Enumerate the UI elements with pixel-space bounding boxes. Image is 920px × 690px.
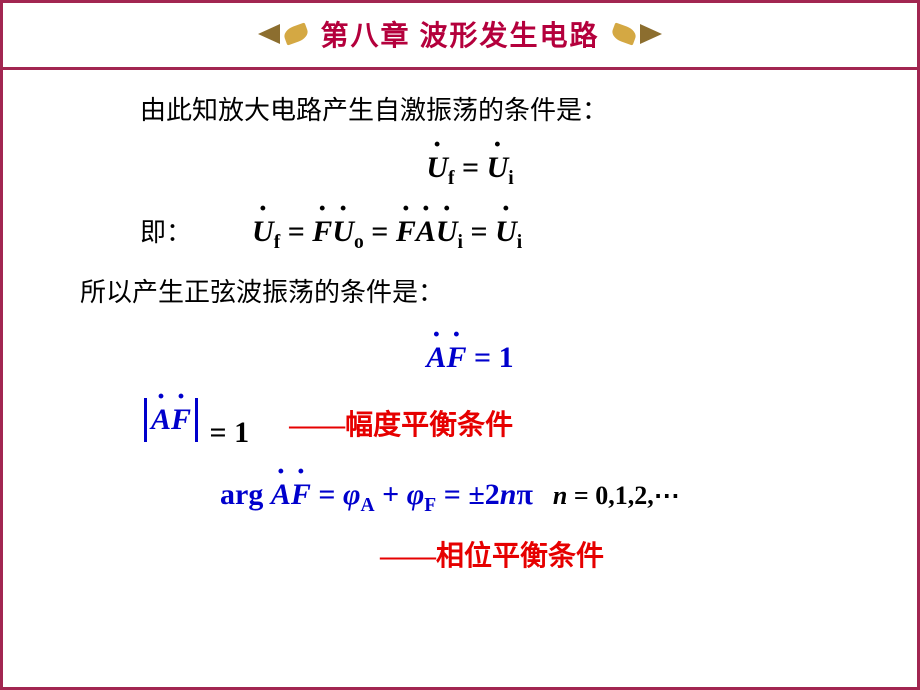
arrow-left-icon <box>258 24 280 44</box>
ornament-right <box>612 24 662 44</box>
eq5-pi: π <box>516 478 532 511</box>
equation-af-1: AF = 1 <box>80 334 860 382</box>
eq2-ui1-sub: i <box>458 232 463 253</box>
eq5-a: A <box>271 471 291 519</box>
phase-condition-label: ——相位平衡条件 <box>380 535 860 580</box>
eq5-side-dots: ⋯ <box>654 481 680 510</box>
n-values: n = 0,1,2,⋯ <box>553 475 680 517</box>
eq5-side-eq: = 0,1,2, <box>567 481 653 510</box>
eq5-n: n <box>500 478 517 511</box>
label-ji: 即： <box>140 212 192 254</box>
eq3-f: F <box>446 334 466 382</box>
equation-2-row: 即： Uf = FUo = FAUi = Ui <box>140 208 860 258</box>
eq5-pm: ± <box>468 478 484 511</box>
eq2-f2: F <box>396 208 416 256</box>
equation-abs-af: AF = 1 <box>140 396 249 457</box>
eq3-1: 1 <box>499 341 514 374</box>
leaf-left-icon <box>282 22 310 45</box>
eq4-a: A <box>151 396 171 444</box>
amplitude-condition-label: ——幅度平衡条件 <box>289 404 513 449</box>
eq5-f: F <box>291 471 311 519</box>
leaf-right-icon <box>609 22 637 45</box>
eq5-2: 2 <box>485 478 500 511</box>
arrow-right-icon <box>640 24 662 44</box>
eq5-arg: arg <box>220 478 263 511</box>
equation-2: Uf = FUo = FAUi = Ui <box>252 208 522 258</box>
eq3-a: A <box>426 334 446 382</box>
eq4-f: F <box>171 396 191 444</box>
phase-equation-row: arg AF = φA + φF = ±2nπ n = 0,1,2,⋯ <box>220 471 860 521</box>
eq2-f1: F <box>312 208 332 256</box>
eq5-phiA-sub: A <box>361 495 375 516</box>
eq2-ui2: U <box>495 208 517 256</box>
equation-1: Uf = Ui <box>80 144 860 194</box>
eq4-1: 1 <box>234 416 249 449</box>
amplitude-row: AF = 1 ——幅度平衡条件 <box>140 396 860 457</box>
chapter-title: 第八章 波形发生电路 <box>320 14 599 54</box>
eq2-uo-sub: o <box>354 232 364 253</box>
eq2-a: A <box>416 208 436 256</box>
eq2-ui2-sub: i <box>517 232 522 253</box>
eq5-side-n: n <box>553 481 567 510</box>
text-line-3: 所以产生正弦波振荡的条件是： <box>80 272 860 314</box>
eq2-uf: U <box>252 208 274 256</box>
eq5-phiF: φ <box>407 478 425 511</box>
eq5-phiA: φ <box>343 478 361 511</box>
slide-content: 由此知放大电路产生自激振荡的条件是： Uf = Ui 即： Uf = FUo =… <box>0 70 920 600</box>
eq2-uo: U <box>332 208 354 256</box>
slide-header: 第八章 波形发生电路 <box>0 0 920 70</box>
ornament-left <box>258 24 308 44</box>
equation-arg: arg AF = φA + φF = ±2nπ <box>220 471 533 521</box>
eq2-uf-sub: f <box>274 232 281 253</box>
eq5-phiF-sub: F <box>424 495 436 516</box>
eq2-ui1: U <box>436 208 458 256</box>
